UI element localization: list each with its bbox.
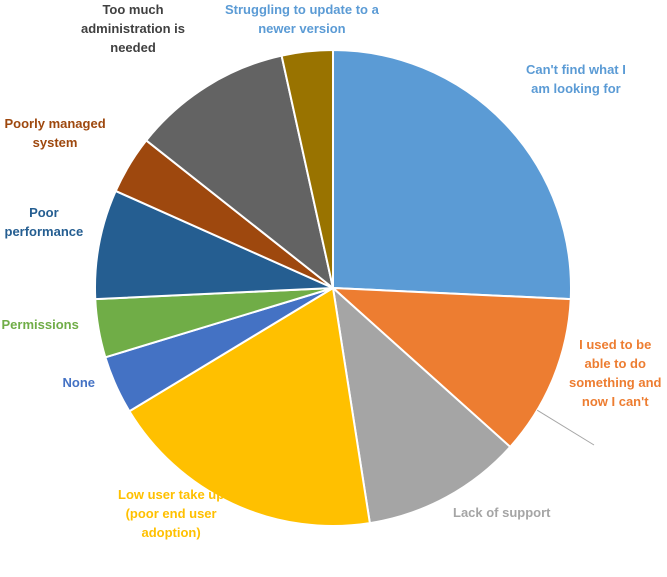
slice-label-none: None bbox=[63, 373, 96, 392]
slice-label-low-user-take-up-poor-end-user-adoption: Low user take up (poor end user adoption) bbox=[118, 485, 224, 542]
slice-label-struggling-to-update-to-a-newer-version: Struggling to update to a newer version bbox=[225, 0, 379, 38]
slice-label-poor-performance: Poor performance bbox=[5, 203, 84, 241]
slice-label-line: (poor end user bbox=[125, 505, 217, 521]
slice-label-line: adoption) bbox=[141, 524, 201, 540]
slice-label-line: performance bbox=[4, 224, 84, 239]
slice-label-line: am looking for bbox=[531, 81, 621, 96]
slice-label-too-much-administration-is-needed: Too much administration is needed bbox=[81, 0, 185, 57]
slice-label-line: needed bbox=[110, 40, 156, 55]
slice-label-line: Permissions bbox=[1, 316, 79, 332]
slice-label-line: Can't find what I bbox=[526, 62, 626, 77]
pie-slice-too-much-administration-is-needed bbox=[144, 54, 335, 291]
leader-line-i-used-to-be-able-to-do-something-and-now-i-can-t bbox=[536, 409, 595, 446]
slice-label-line: None bbox=[62, 374, 96, 390]
slice-label-line: system bbox=[32, 135, 78, 150]
slice-label-i-used-to-be-able-to-do-something-and-now-i-can-t: I used to be able to do something and now I… bbox=[569, 335, 661, 411]
slice-label-poorly-managed-system: Poorly managed system bbox=[5, 114, 106, 152]
pie-slice-poor-performance bbox=[94, 189, 334, 301]
slice-label-line: Low user take up bbox=[118, 486, 225, 502]
slice-label-line: now I can't bbox=[581, 394, 649, 409]
slice-label-line: Poorly managed bbox=[4, 116, 106, 131]
slice-label-lack-of-support: Lack of support bbox=[453, 503, 551, 522]
slice-label-permissions: Permissions bbox=[2, 315, 79, 334]
slice-label-line: Poor bbox=[29, 205, 59, 220]
slice-label-can-t-find-what-i-am-looking-for: Can't find what I am looking for bbox=[526, 60, 626, 98]
pie-slice-low-user-take-up-poor-end-user-adoption bbox=[128, 286, 372, 527]
slice-label-line: administration is bbox=[81, 21, 186, 36]
pie-slice-i-used-to-be-able-to-do-something-and-now-i-can-t bbox=[330, 286, 572, 449]
pie-slice-lack-of-support bbox=[331, 285, 512, 525]
pie-slice-can-t-find-what-i-am-looking-for bbox=[332, 48, 572, 301]
slice-label-line: Lack of support bbox=[453, 504, 551, 520]
slice-label-line: something and bbox=[569, 375, 662, 390]
slice-label-line: able to do bbox=[584, 356, 646, 371]
slice-label-line: Struggling to update to a bbox=[225, 2, 379, 17]
pie-slice-struggling-to-update-to-a-newer-version bbox=[280, 48, 334, 289]
slice-label-line: I used to be bbox=[579, 337, 652, 352]
slice-label-line: Too much bbox=[102, 2, 164, 17]
slice-label-line: newer version bbox=[258, 21, 346, 36]
